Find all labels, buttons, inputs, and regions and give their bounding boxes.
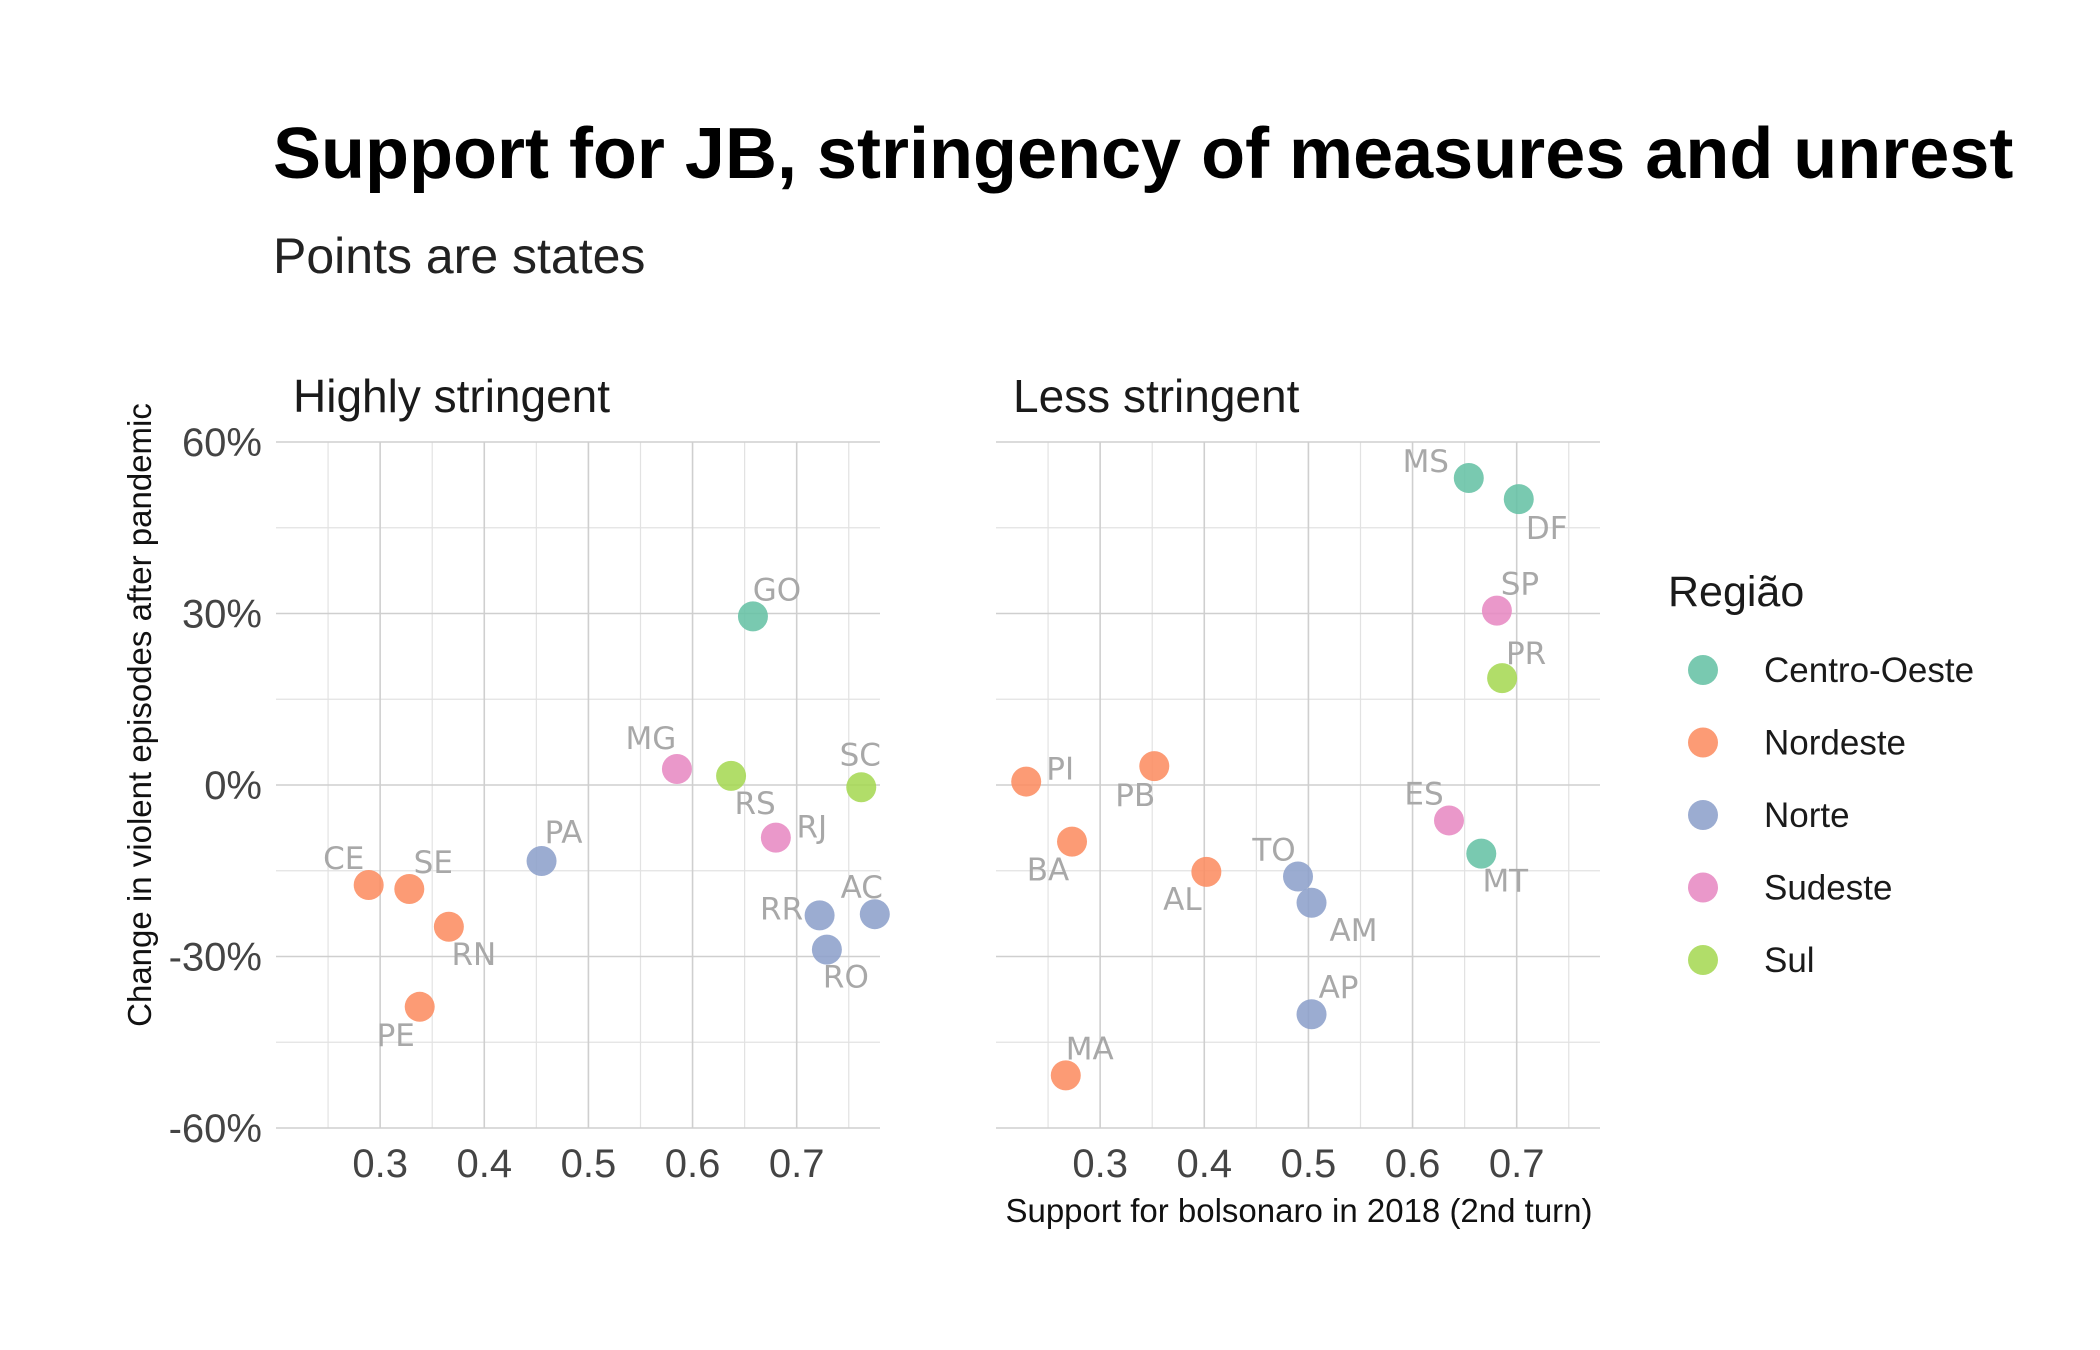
data-point [1487, 663, 1518, 694]
x-tick-label: 0.6 [1385, 1142, 1441, 1186]
data-point [404, 991, 435, 1022]
y-tick-label: 30% [182, 593, 262, 637]
point-label: AM [1330, 913, 1378, 949]
point-label: MA [1066, 1031, 1114, 1067]
data-point [1434, 805, 1464, 836]
data-point [1191, 856, 1222, 887]
x-tick-label: 0.3 [352, 1142, 408, 1186]
point-label: PA [545, 815, 583, 851]
legend-key [1688, 872, 1718, 903]
y-tick-label: 60% [182, 421, 262, 465]
data-point [1481, 595, 1512, 626]
panel-label: Less stringent [1013, 370, 1300, 422]
data-point [1283, 861, 1313, 892]
x-tick-label: 0.6 [665, 1142, 721, 1186]
point-label: PR [1506, 636, 1546, 672]
data-point [526, 846, 557, 877]
legend-label: Sudeste [1764, 869, 1892, 908]
y-tick-label: -30% [169, 936, 262, 980]
data-point [661, 753, 692, 784]
point-label: CE [323, 841, 364, 877]
legend-key [1688, 945, 1718, 975]
data-point [811, 934, 842, 965]
data-point [846, 772, 877, 803]
x-tick-label: 0.4 [1176, 1142, 1232, 1186]
data-point [1296, 999, 1327, 1030]
x-tick-label: 0.7 [769, 1142, 825, 1186]
chart-subtitle: Points are states [273, 228, 645, 284]
legend-label: Sul [1764, 941, 1815, 980]
point-label: RO [823, 960, 869, 996]
point-label: AC [841, 870, 883, 906]
data-point [353, 870, 384, 901]
legend-label: Nordeste [1764, 724, 1906, 763]
point-label: SP [1501, 567, 1539, 603]
point-label: PE [377, 1018, 415, 1054]
panel-highly-stringent: Highly stringent 0.3 0.4 0.5 0.6 0.7 GO MG RS SC R… [276, 370, 890, 1186]
point-label: MG [626, 721, 677, 757]
data-point [1139, 751, 1170, 782]
data-point [859, 899, 890, 930]
data-point [433, 911, 464, 942]
point-label: SC [840, 737, 881, 773]
panel-label: Highly stringent [293, 370, 610, 422]
data-point [737, 601, 768, 632]
point-label: PB [1115, 778, 1155, 814]
legend-key [1688, 800, 1718, 830]
data-point [1503, 484, 1534, 515]
point-label: RR [760, 891, 803, 927]
legend-label: Norte [1764, 796, 1850, 835]
legend: Região Centro-Oeste Nordeste Norte Sudeste S… [1668, 568, 1974, 980]
y-tick-label: 0% [204, 764, 262, 808]
data-point [1466, 838, 1497, 869]
y-axis: 60% 30% 0% -30% -60% [169, 421, 262, 1151]
x-tick-label: 0.3 [1072, 1142, 1128, 1186]
point-label: BA [1027, 853, 1069, 889]
point-label: DF [1526, 511, 1568, 547]
x-tick-label: 0.7 [1489, 1142, 1545, 1186]
data-point [1296, 887, 1327, 918]
data-point [394, 874, 425, 905]
point-label: PI [1046, 752, 1074, 788]
point-label: GO [753, 572, 801, 608]
point-label: TO [1251, 832, 1295, 868]
point-label: AL [1163, 882, 1202, 918]
data-point [760, 822, 791, 853]
legend-key [1688, 727, 1718, 758]
x-tick-label: 0.5 [561, 1142, 617, 1186]
y-axis-title: Change in violent episodes after pandemi… [121, 403, 158, 1027]
point-label: AP [1319, 970, 1359, 1006]
y-tick-label: -60% [169, 1107, 262, 1151]
panel-less-stringent: Less stringent 0.3 0.4 0.5 0.6 0.7 MS DF SP PR PI P… [996, 370, 1600, 1186]
data-point [804, 900, 835, 931]
legend-label: Centro-Oeste [1764, 651, 1974, 690]
x-tick-label: 0.5 [1281, 1142, 1337, 1186]
legend-title: Região [1668, 568, 1804, 616]
point-label: SE [414, 845, 453, 881]
data-point [1057, 826, 1088, 857]
point-label: MT [1482, 864, 1529, 900]
chart-title: Support for JB, stringency of measures a… [273, 114, 2013, 194]
point-label: RN [452, 937, 497, 973]
point-label: ES [1404, 776, 1443, 812]
data-point [716, 760, 747, 791]
x-tick-label: 0.4 [456, 1142, 512, 1186]
data-point [1011, 766, 1042, 797]
x-axis-title: Support for bolsonaro in 2018 (2nd turn) [1005, 1192, 1592, 1229]
data-point [1050, 1060, 1081, 1091]
point-label: RS [734, 786, 775, 822]
point-label: MS [1403, 444, 1449, 480]
legend-key [1688, 655, 1718, 685]
data-point [1453, 463, 1484, 494]
point-label: RJ [797, 810, 828, 846]
